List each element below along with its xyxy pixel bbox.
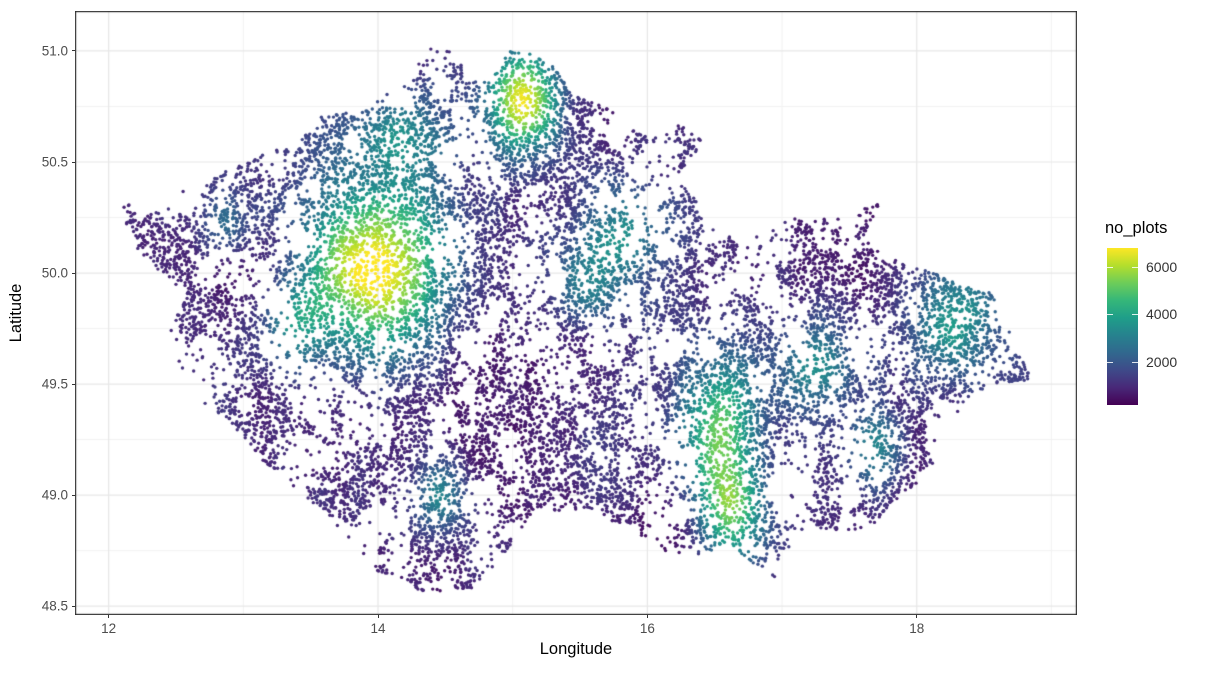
- y-tick-label: 49.5: [41, 376, 68, 392]
- plot-panel: [75, 11, 1077, 615]
- y-tick-label: 50.0: [41, 265, 68, 281]
- y-tick-label: 51.0: [41, 43, 68, 59]
- legend-tick-label: 4000: [1146, 306, 1178, 323]
- colorbar-tick-mark: [1132, 266, 1138, 268]
- y-tick-label: 50.5: [41, 154, 68, 170]
- scatter-canvas: [75, 11, 1077, 615]
- x-tick-label: 16: [639, 621, 655, 636]
- legend-tick-label: 6000: [1146, 258, 1178, 275]
- legend-colorbar-gradient: [1107, 248, 1138, 405]
- legend-title: no_plots: [1105, 219, 1168, 237]
- legend: no_plots 2000 4000 6000: [1098, 214, 1205, 424]
- y-tick-mark: [72, 605, 75, 607]
- y-tick-mark: [72, 494, 75, 496]
- x-axis-title: Longitude: [539, 640, 613, 658]
- colorbar-tick-mark: [1107, 266, 1113, 268]
- y-tick-label: 49.0: [41, 487, 68, 503]
- colorbar-tick-mark: [1107, 361, 1113, 363]
- x-tick-mark: [646, 615, 648, 618]
- y-tick-mark: [72, 161, 75, 163]
- x-tick-mark: [108, 615, 110, 618]
- colorbar-tick-mark: [1132, 361, 1138, 363]
- x-tick-mark: [377, 615, 379, 618]
- y-tick-label: 48.5: [41, 598, 68, 614]
- x-tick-label: 12: [101, 621, 117, 636]
- x-tick-mark: [916, 615, 918, 618]
- colorbar-tick-mark: [1107, 314, 1113, 316]
- legend-tick-label: 2000: [1146, 353, 1178, 370]
- y-tick-mark: [72, 50, 75, 52]
- y-tick-mark: [72, 272, 75, 274]
- x-tick-label: 18: [909, 621, 925, 636]
- colorbar-tick-mark: [1132, 314, 1138, 316]
- x-tick-label: 14: [370, 621, 386, 636]
- y-axis-title: Latitude: [6, 283, 25, 343]
- y-tick-mark: [72, 383, 75, 385]
